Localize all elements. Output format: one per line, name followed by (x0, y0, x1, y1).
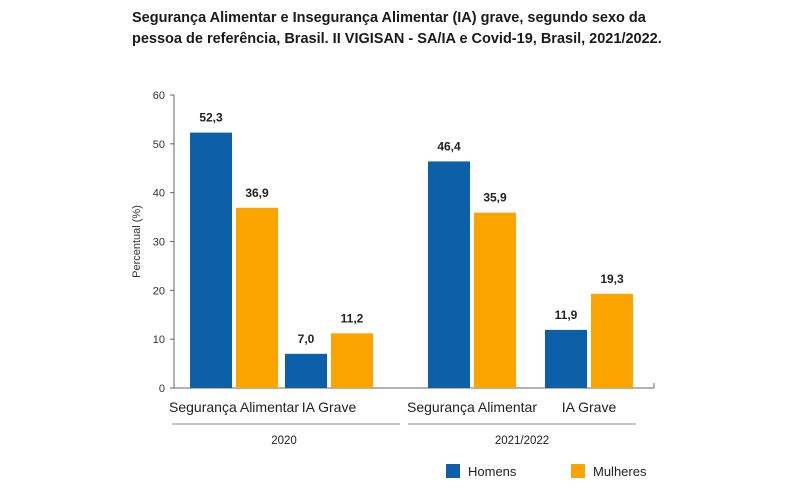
category-label: Segurança Alimentar (169, 399, 299, 415)
y-axis-label: Percentual (%) (131, 205, 143, 278)
data-label-homens-0: 52,3 (199, 111, 223, 125)
data-label-mulheres-1: 11,2 (341, 311, 364, 325)
y-tick-label: 20 (153, 285, 165, 297)
legend-label-mulheres: Mulheres (593, 464, 647, 479)
data-label-mulheres-2: 35,9 (483, 191, 507, 205)
bar-homens-2 (428, 161, 470, 388)
bar-homens-3 (545, 329, 587, 388)
data-label-mulheres-0: 36,9 (245, 186, 269, 200)
bar-mulheres-0 (236, 207, 278, 388)
chart-title: Segurança Alimentar e Insegurança Alimen… (132, 10, 662, 47)
y-tick-label: 10 (153, 334, 165, 346)
legend-swatch-mulheres (571, 464, 585, 478)
group-label: 2020 (271, 435, 297, 447)
y-tick-label: 40 (153, 188, 165, 200)
bar-mulheres-1 (331, 333, 373, 388)
legend-label-homens: Homens (468, 464, 517, 479)
category-label: IA Grave (562, 399, 617, 415)
bar-homens-0 (190, 132, 232, 388)
y-tick-label: 0 (159, 383, 165, 395)
category-label: IA Grave (302, 399, 357, 415)
y-tick-label: 30 (153, 237, 165, 249)
data-label-homens-3: 11,9 (555, 308, 578, 322)
data-label-homens-2: 46,4 (437, 139, 461, 153)
data-label-homens-1: 7,0 (298, 332, 315, 346)
category-label: Segurança Alimentar (407, 399, 537, 415)
bar-mulheres-2 (474, 212, 516, 388)
group-label: 2021/2022 (495, 435, 549, 447)
legend-swatch-homens (446, 464, 460, 478)
bar-mulheres-3 (591, 293, 633, 388)
bar-homens-1 (285, 353, 327, 388)
y-tick-label: 50 (153, 139, 165, 151)
y-tick-label: 60 (153, 90, 165, 102)
data-label-mulheres-3: 19,3 (600, 272, 624, 286)
